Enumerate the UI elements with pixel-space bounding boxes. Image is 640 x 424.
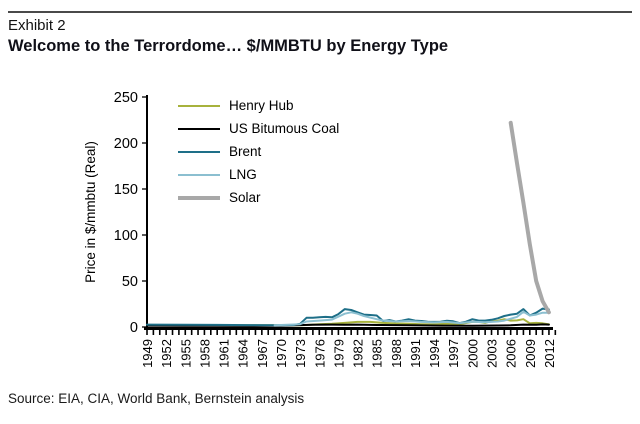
legend-label: Solar <box>229 189 261 205</box>
legend-label: LNG <box>229 166 257 182</box>
x-axis-tick-label: 1964 <box>236 339 251 368</box>
page-title: Welcome to the Terrordome… $/MMBTU by En… <box>8 37 449 55</box>
x-axis-tick-label: 1958 <box>197 339 212 368</box>
chart-legend: Henry Hub US Bitumous Coal Brent LNG Solar <box>178 94 339 209</box>
legend-label: Brent <box>229 143 262 159</box>
x-axis-tick-label: 2003 <box>485 339 500 368</box>
x-axis-tick-label: 2009 <box>523 339 538 368</box>
y-axis-tick-label: 200 <box>114 136 138 152</box>
series-line-brent <box>146 307 550 327</box>
x-axis-tick-label: 1949 <box>140 339 155 368</box>
y-axis-tick-label: 150 <box>114 182 138 198</box>
legend-item-henry-hub: Henry Hub <box>178 94 339 117</box>
legend-item-solar: Solar <box>178 186 339 209</box>
series-line-solar <box>508 120 551 315</box>
x-axis-tick-label: 2006 <box>504 339 519 368</box>
x-axis-tick-label: 1994 <box>427 339 442 368</box>
series-line-lng <box>273 310 550 327</box>
legend-label: US Bitumous Coal <box>229 120 340 136</box>
x-axis-tick-label: 2000 <box>465 339 480 368</box>
legend-swatch-line <box>178 104 220 107</box>
legend-item-lng: LNG <box>178 163 339 186</box>
x-axis-tick-label: 1991 <box>408 339 423 368</box>
y-axis-title: Price in $/mmbtu (Real) <box>83 141 98 283</box>
y-axis-tick-label: 250 <box>114 90 138 106</box>
x-axis-tick-label: 1955 <box>178 339 193 368</box>
y-axis-tick-label: 100 <box>114 228 138 244</box>
exhibit-label: Exhibit 2 <box>8 17 66 34</box>
x-axis-tick-label: 1961 <box>217 339 232 368</box>
x-axis-tick-label: 1979 <box>331 339 346 368</box>
x-axis-tick-label: 1997 <box>446 339 461 368</box>
y-axis-tick-label: 0 <box>130 320 138 336</box>
legend-swatch-line <box>178 150 220 153</box>
x-axis-tick-label: 1988 <box>389 339 404 368</box>
x-axis-tick-label: 1973 <box>293 339 308 368</box>
x-axis-tick-label: 1970 <box>274 339 289 368</box>
legend-swatch-line <box>178 173 220 176</box>
x-axis-tick-label: 1967 <box>255 339 270 368</box>
source-note: Source: EIA, CIA, World Bank, Bernstein … <box>8 391 305 406</box>
legend-swatch-line <box>178 195 220 200</box>
legend-swatch-line <box>178 127 220 130</box>
x-axis-tick-label: 1985 <box>370 339 385 368</box>
x-axis-tick-label: 1982 <box>351 339 366 368</box>
x-axis-tick-label: 1976 <box>312 339 327 368</box>
y-axis-tick-label: 50 <box>122 274 138 290</box>
legend-item-brent: Brent <box>178 140 339 163</box>
x-axis-tick-label: 2012 <box>542 339 557 368</box>
legend-label: Henry Hub <box>229 97 294 113</box>
header-rule <box>8 11 632 13</box>
x-axis-tick-label: 1952 <box>159 339 174 368</box>
legend-item-us-bitumous-coal: US Bitumous Coal <box>178 117 339 140</box>
